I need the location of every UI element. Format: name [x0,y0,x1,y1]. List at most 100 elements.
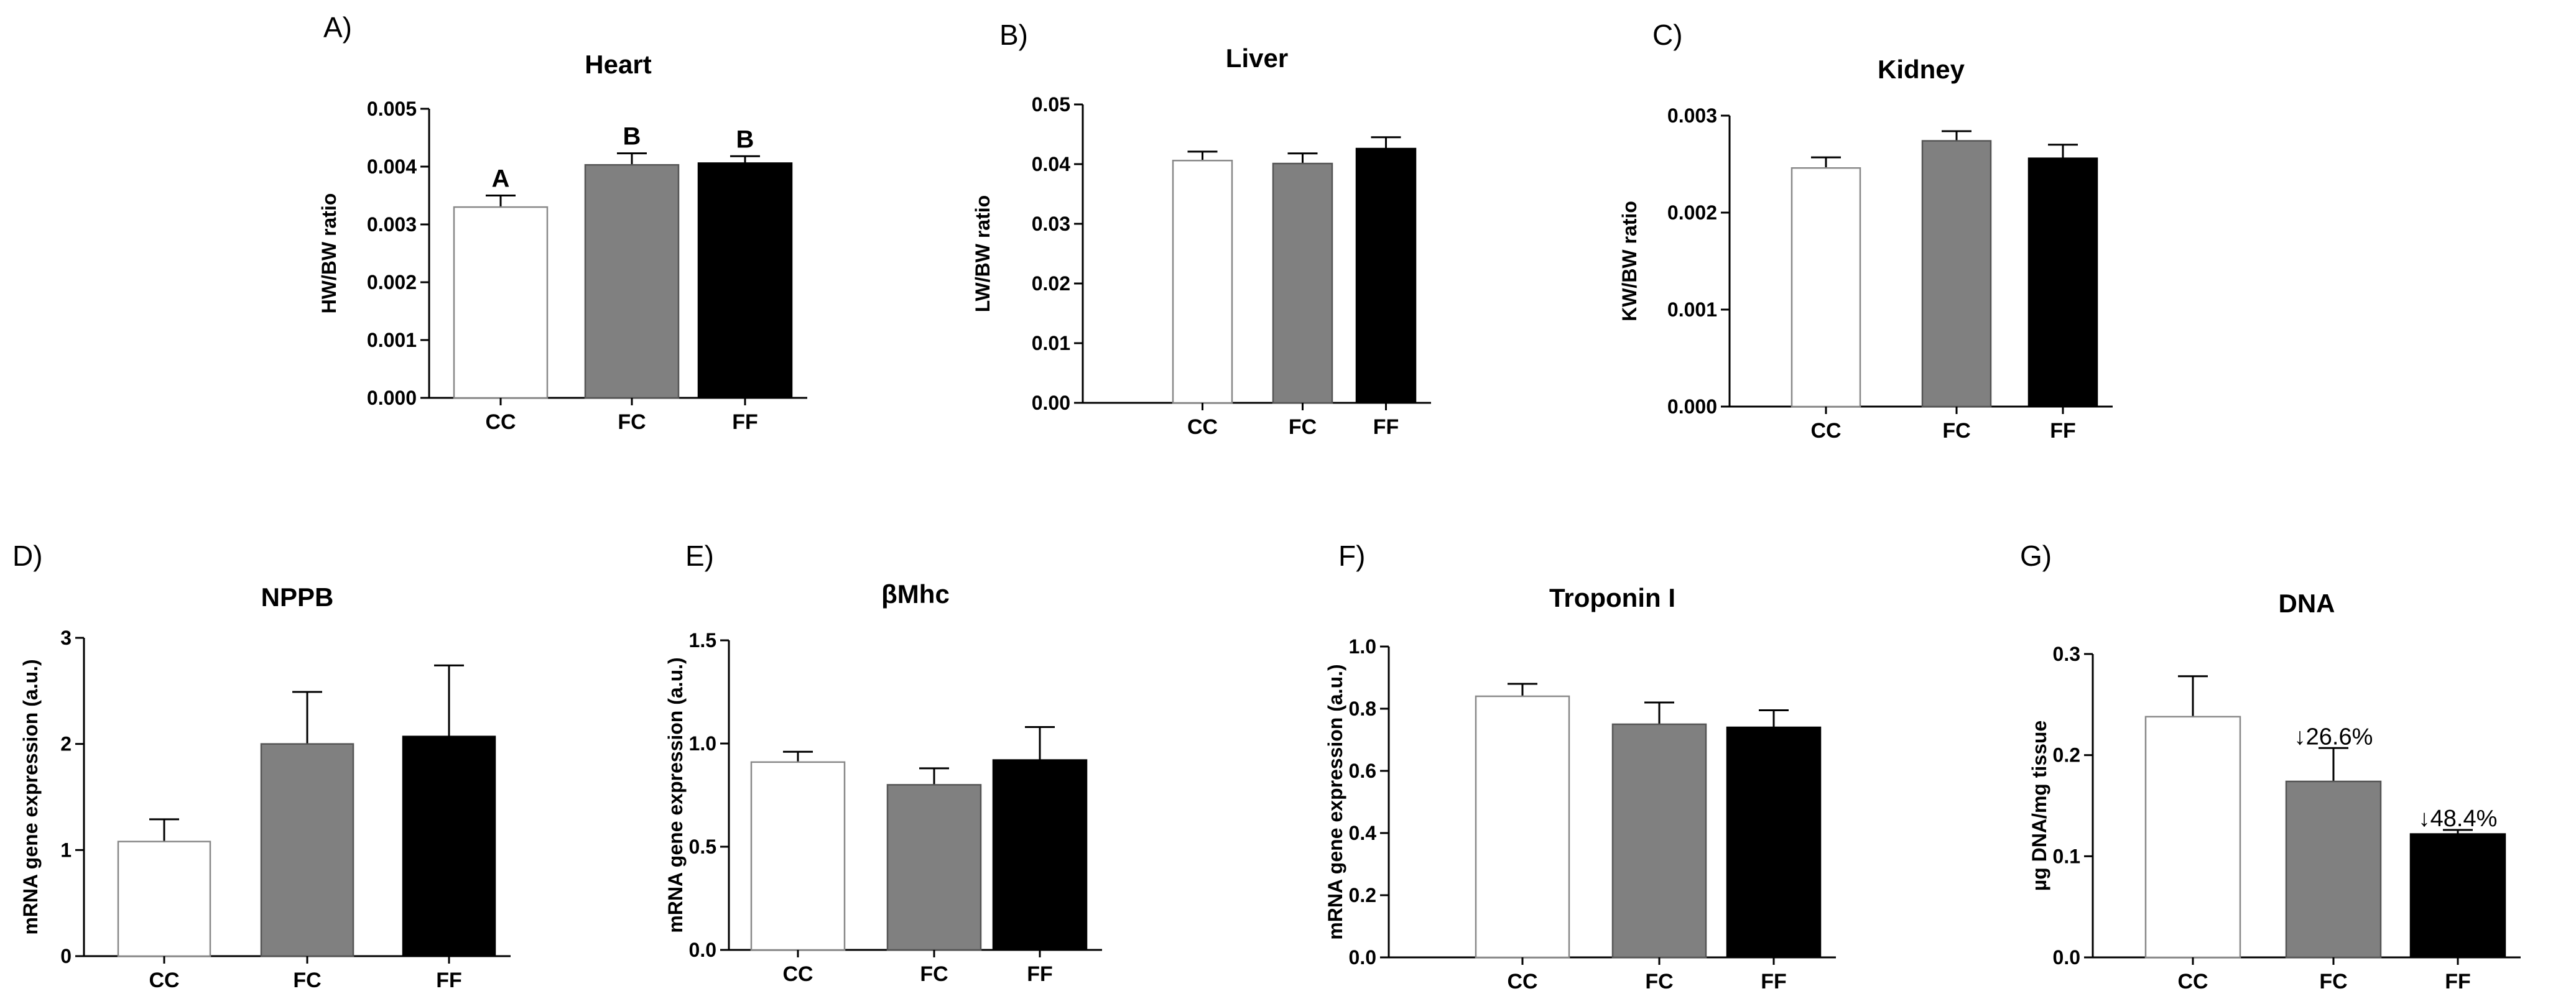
bar-fc [1272,162,1333,404]
y-tick-label: 0.04 [1032,153,1070,175]
y-axis-label: KW/BW ratio [1618,201,1641,321]
panel-letter: C) [1652,19,1683,51]
panel-letter: A) [323,11,352,44]
chart-title: βMhc [881,579,950,609]
y-tick-label: 0.003 [367,213,417,236]
y-tick-label: 0.000 [367,387,417,409]
panel-liver: B) Liver 0.00 0.01 0.02 0.03 0.04 0.05 LW/BW rat… [971,19,1431,439]
bar-fc [1611,723,1707,959]
panel-letter: D) [12,540,43,572]
bar-fc [886,784,982,951]
y-tick-label: 0.2 [1349,884,1376,906]
chart-title: Kidney [1878,55,1965,84]
panel-kidney: C) Kidney 0.000 0.001 0.002 0.003 KW/BW ratio C… [1618,19,2113,443]
y-tick-label: 1.0 [1349,635,1376,658]
x-tick-label: FF [2445,970,2471,993]
x-tick-label: FC [293,969,321,992]
y-tick-label: 0.001 [1667,298,1717,321]
bar-cc [1172,159,1233,404]
y-tick-label: 0.002 [367,271,417,293]
bar-fc [1921,140,1992,408]
bar-cc [1475,695,1570,959]
chart-title: Troponin I [1549,583,1675,612]
y-tick-label: 0.001 [367,329,417,351]
bar-fc [260,743,354,957]
x-tick-label: FF [1373,415,1399,439]
y-tick-label: 3 [60,627,72,649]
y-tick-label: 0.0 [1349,946,1376,969]
significance-label: B [623,123,641,150]
y-tick-label: 0 [60,945,72,967]
panel-nppb: D) NPPB 0 1 2 3 mRNA gene expression (a.u.) CC F… [12,540,511,992]
y-axis-label: HW/BW ratio [318,193,340,314]
x-tick-label: FF [1027,962,1053,986]
chart-title: Heart [585,50,651,79]
x-tick-label: FF [1761,970,1787,993]
x-tick-label: CC [1507,970,1537,993]
significance-label: A [492,165,510,193]
y-tick-label: 0.1 [2053,845,2080,867]
significance-label: B [736,126,754,153]
x-tick-label: CC [782,962,813,986]
y-tick-label: 0.03 [1032,213,1070,235]
x-tick-label: CC [1810,419,1841,443]
y-tick-label: 2 [60,733,72,755]
x-tick-label: FC [1645,970,1673,993]
y-tick-label: 0.2 [2053,744,2080,767]
y-tick-label: 0.8 [1349,698,1376,720]
bar-ff [697,162,793,399]
bar-cc [750,761,846,951]
bar-ff [1726,726,1822,959]
bar-ff [2027,157,2098,408]
y-tick-label: 0.05 [1032,93,1070,116]
y-tick-label: 0.004 [367,155,417,178]
y-axis-label: mRNA gene expression (a.u.) [19,659,42,934]
y-tick-label: 1.5 [689,629,716,652]
y-tick-label: 1 [60,839,72,861]
x-tick-label: CC [1187,415,1218,439]
bar-cc [453,206,549,399]
panel-dna: G) DNA 0.0 0.1 0.2 0.3 µg DNA/mg tissue CC FC ↓26… [2020,540,2521,993]
x-tick-label: FC [1289,415,1317,439]
bar-cc [2144,716,2241,959]
percent-annotation: ↓26.6% [2294,724,2373,750]
x-tick-label: FF [732,410,758,434]
y-tick-label: 0.01 [1032,332,1070,354]
x-tick-label: CC [2177,970,2208,993]
bar-ff [2409,833,2506,959]
y-tick-label: 0.0 [2053,946,2080,969]
panel-letter: E) [685,540,714,572]
y-tick-label: 0.003 [1667,104,1717,127]
x-tick-label: FF [2050,419,2076,443]
x-tick-label: FC [618,410,646,434]
bar-fc [584,163,680,399]
y-tick-label: 0.0 [689,939,716,961]
panel-letter: G) [2020,540,2052,572]
y-tick-label: 0.3 [2053,643,2080,665]
bar-ff [402,735,496,957]
y-tick-label: 0.000 [1667,395,1717,418]
panel-heart: A) Heart 0.000 0.001 0.002 0.003 0.004 0.005 HW/… [318,11,807,434]
bar-ff [1355,147,1417,404]
percent-annotation: ↓48.4% [2419,806,2498,832]
y-tick-label: 0.005 [367,98,417,120]
x-tick-label: FF [436,969,462,992]
y-axis-label: mRNA gene expression (a.u.) [664,657,687,933]
y-tick-label: 0.5 [689,836,716,858]
y-tick-label: 0.00 [1032,392,1070,414]
chart-title: Liver [1226,44,1288,73]
panel-letter: B) [999,19,1028,51]
y-tick-label: 1.0 [689,732,716,755]
y-axis-label: mRNA gene expression (a.u.) [1324,664,1346,939]
y-tick-label: 0.6 [1349,760,1376,782]
bar-cc [117,841,211,957]
chart-title: DNA [2279,589,2335,618]
x-tick-label: FC [1942,419,1970,443]
panel-letter: F) [1338,540,1365,572]
x-tick-label: FC [2319,970,2347,993]
x-tick-label: FC [920,962,948,986]
bar-fc [2285,780,2382,959]
